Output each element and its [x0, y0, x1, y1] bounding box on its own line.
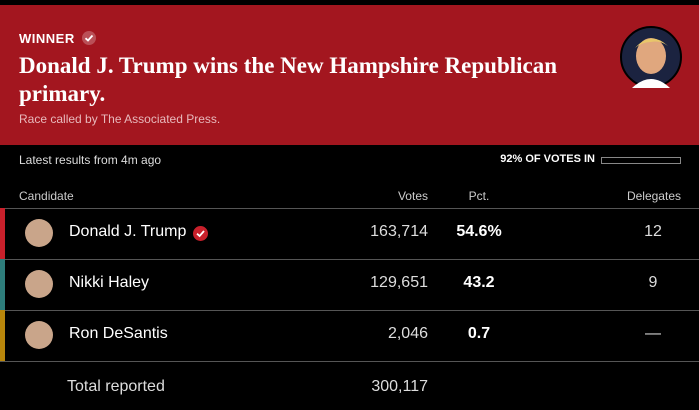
divider: [0, 208, 699, 209]
winner-check: [193, 226, 208, 241]
total-label: Total reported: [67, 378, 165, 395]
vote-count: 2,046: [387, 325, 428, 342]
party-strip: [0, 208, 5, 259]
reporting-label: 92% OF VOTES IN: [500, 153, 595, 165]
vote-percent: 54.6%: [456, 223, 502, 240]
column-header: Candidate: [19, 189, 74, 203]
candidate-name: Ron DeSantis: [69, 325, 168, 342]
winner-photo: [620, 26, 682, 88]
delegates: 9: [648, 274, 658, 291]
subtitle: Race called by The Associated Press.: [19, 112, 221, 126]
candidate-name: Nikki Haley: [69, 274, 150, 291]
reporting-bar: [601, 157, 681, 164]
divider: [0, 259, 699, 260]
party-strip: [0, 310, 5, 361]
headline: Donald J. Trump wins the New Hampshire R…: [19, 53, 558, 106]
divider: [0, 361, 699, 362]
vote-percent: 43.2: [463, 274, 495, 291]
vote-percent: 0.7: [467, 325, 491, 342]
column-header: Votes: [397, 189, 428, 203]
winner-label: WINNER: [19, 31, 96, 46]
candidate-photo: [25, 270, 53, 298]
divider: [0, 310, 699, 311]
update-time: Latest results from 4m ago: [19, 153, 162, 167]
winner-text: WINNER: [19, 31, 75, 46]
candidate-name: Donald J. Trump: [69, 223, 187, 240]
candidate-photo: [25, 321, 53, 349]
delegates: 12: [644, 223, 662, 240]
total-votes: 300,117: [371, 378, 428, 395]
candidate-photo: [25, 219, 53, 247]
party-strip: [0, 259, 5, 310]
vote-count: 129,651: [370, 274, 428, 291]
delegates: —: [645, 325, 661, 342]
column-header: Delegates: [626, 189, 681, 203]
column-header: Pct.: [468, 189, 490, 203]
vote-count: 163,714: [370, 223, 428, 240]
check-icon: [81, 31, 96, 45]
winner-banner: WINNER Donald J. Trump wins the New Hamp…: [0, 5, 699, 145]
